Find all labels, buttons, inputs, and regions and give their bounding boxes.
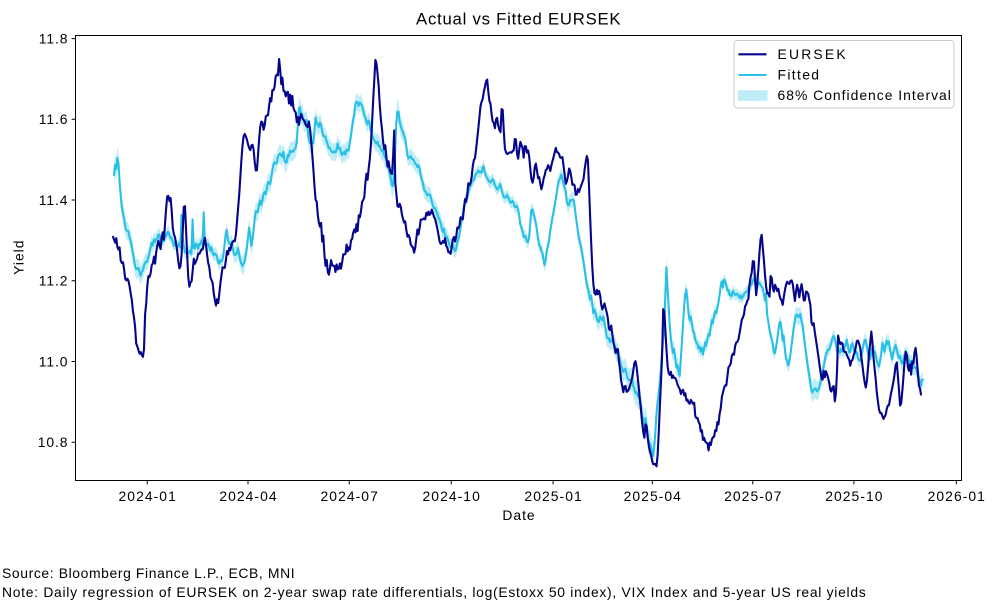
svg-text:10.8: 10.8 bbox=[38, 434, 69, 450]
svg-text:11.8: 11.8 bbox=[39, 31, 69, 47]
svg-text:Fitted: Fitted bbox=[778, 67, 821, 83]
svg-text:11.2: 11.2 bbox=[39, 273, 69, 289]
svg-text:2024-01: 2024-01 bbox=[119, 488, 177, 504]
svg-text:Yield: Yield bbox=[11, 240, 27, 275]
svg-text:2025-10: 2025-10 bbox=[825, 488, 883, 504]
svg-text:2025-07: 2025-07 bbox=[724, 488, 782, 504]
svg-text:Source: Bloomberg Finance L.P.: Source: Bloomberg Finance L.P., ECB, MNI bbox=[2, 565, 295, 581]
svg-text:Note: Daily regression of EURS: Note: Daily regression of EURSEK on 2-ye… bbox=[2, 584, 866, 600]
svg-text:68% Confidence Interval: 68% Confidence Interval bbox=[778, 87, 952, 103]
svg-text:11.0: 11.0 bbox=[39, 353, 69, 369]
svg-text:Date: Date bbox=[502, 507, 535, 523]
svg-text:2025-04: 2025-04 bbox=[624, 488, 682, 504]
svg-text:Actual vs Fitted EURSEK: Actual vs Fitted EURSEK bbox=[416, 10, 621, 29]
svg-text:2025-01: 2025-01 bbox=[524, 488, 582, 504]
svg-text:11.6: 11.6 bbox=[39, 111, 69, 127]
svg-text:2024-10: 2024-10 bbox=[423, 488, 481, 504]
svg-text:2026-01: 2026-01 bbox=[928, 488, 986, 504]
svg-text:EURSEK: EURSEK bbox=[778, 46, 848, 62]
svg-text:11.4: 11.4 bbox=[39, 192, 69, 208]
svg-text:2024-04: 2024-04 bbox=[219, 488, 277, 504]
svg-text:2024-07: 2024-07 bbox=[321, 488, 379, 504]
